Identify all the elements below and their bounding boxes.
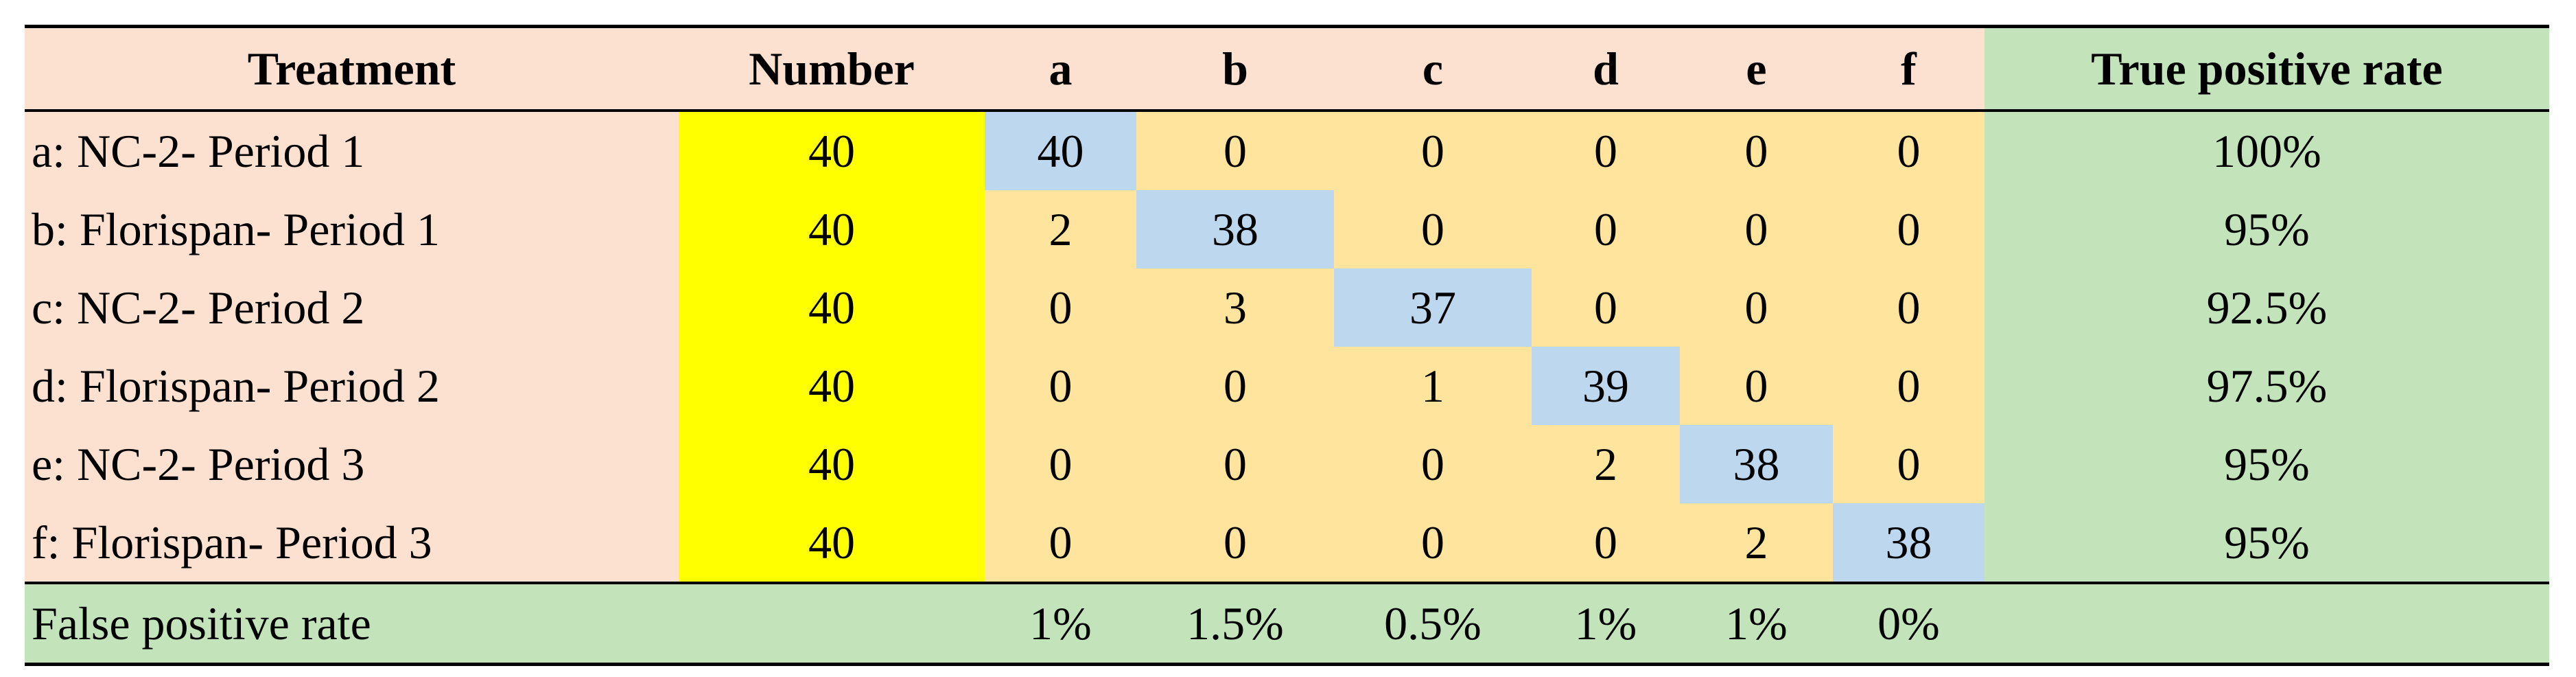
header-cell: a bbox=[985, 25, 1136, 112]
count-cell: 0 bbox=[985, 503, 1136, 583]
treatment-cell: c: NC-2- Period 2 bbox=[25, 268, 679, 347]
table-row: a: NC-2- Period 1 40 40 0 0 0 0 0 100% bbox=[25, 111, 2549, 190]
count-cell: 2 bbox=[1680, 503, 1833, 583]
count-cell: 38 bbox=[1136, 190, 1334, 268]
fpr-cell: 1% bbox=[985, 582, 1136, 666]
treatment-cell: a: NC-2- Period 1 bbox=[25, 111, 679, 190]
count-cell: 0 bbox=[985, 347, 1136, 425]
count-cell: 2 bbox=[1532, 425, 1680, 503]
count-cell: 39 bbox=[1532, 347, 1680, 425]
fpr-cell: 0.5% bbox=[1334, 582, 1532, 666]
count-cell: 0 bbox=[1833, 347, 1984, 425]
header-cell: Treatment bbox=[25, 25, 679, 112]
count-cell: 40 bbox=[985, 111, 1136, 190]
number-cell: 40 bbox=[679, 111, 985, 190]
header-cell: Number bbox=[679, 25, 985, 112]
count-cell: 37 bbox=[1334, 268, 1532, 347]
count-cell: 1 bbox=[1334, 347, 1532, 425]
count-cell: 0 bbox=[1532, 190, 1680, 268]
count-cell: 0 bbox=[1136, 425, 1334, 503]
treatment-cell: d: Florispan- Period 2 bbox=[25, 347, 679, 425]
treatment-cell: f: Florispan- Period 3 bbox=[25, 503, 679, 583]
tpr-cell: 95% bbox=[1984, 425, 2549, 503]
header-cell: b bbox=[1136, 25, 1334, 112]
count-cell: 0 bbox=[1680, 268, 1833, 347]
number-cell: 40 bbox=[679, 425, 985, 503]
table-row: e: NC-2- Period 3 40 0 0 0 2 38 0 95% bbox=[25, 425, 2549, 503]
header-cell: e bbox=[1680, 25, 1833, 112]
count-cell: 0 bbox=[1334, 190, 1532, 268]
tpr-cell: 95% bbox=[1984, 503, 2549, 583]
count-cell: 0 bbox=[1833, 111, 1984, 190]
footer-row: False positive rate 1% 1.5% 0.5% 1% 1% 0% bbox=[25, 582, 2549, 666]
fpr-cell: 1% bbox=[1532, 582, 1680, 666]
count-cell: 0 bbox=[1833, 268, 1984, 347]
count-cell: 0 bbox=[1334, 111, 1532, 190]
number-cell: 40 bbox=[679, 190, 985, 268]
footer-empty bbox=[1984, 582, 2549, 666]
number-cell: 40 bbox=[679, 347, 985, 425]
count-cell: 0 bbox=[1334, 503, 1532, 583]
count-cell: 0 bbox=[1136, 347, 1334, 425]
count-cell: 0 bbox=[1680, 111, 1833, 190]
count-cell: 0 bbox=[1136, 111, 1334, 190]
count-cell: 0 bbox=[1532, 268, 1680, 347]
count-cell: 2 bbox=[985, 190, 1136, 268]
number-cell: 40 bbox=[679, 503, 985, 583]
count-cell: 0 bbox=[985, 268, 1136, 347]
count-cell: 0 bbox=[1833, 190, 1984, 268]
header-row: Treatment Number a b c d e f True positive rate bbox=[25, 25, 2549, 112]
table-body: a: NC-2- Period 1 40 40 0 0 0 0 0 100% b: Florisp… bbox=[25, 111, 2549, 666]
count-cell: 0 bbox=[1532, 503, 1680, 583]
tpr-cell: 95% bbox=[1984, 190, 2549, 268]
table-row: b: Florispan- Period 1 40 2 38 0 0 0 0 95% bbox=[25, 190, 2549, 268]
count-cell: 3 bbox=[1136, 268, 1334, 347]
count-cell: 38 bbox=[1833, 503, 1984, 583]
fpr-cell: 0% bbox=[1833, 582, 1984, 666]
count-cell: 0 bbox=[1334, 425, 1532, 503]
count-cell: 0 bbox=[1833, 425, 1984, 503]
number-cell: 40 bbox=[679, 268, 985, 347]
count-cell: 0 bbox=[1532, 111, 1680, 190]
header-cell: True positive rate bbox=[1984, 25, 2549, 112]
count-cell: 0 bbox=[1680, 190, 1833, 268]
tpr-cell: 100% bbox=[1984, 111, 2549, 190]
header-cell: c bbox=[1334, 25, 1532, 112]
table-row: c: NC-2- Period 2 40 0 3 37 0 0 0 92.5% bbox=[25, 268, 2549, 347]
tpr-cell: 97.5% bbox=[1984, 347, 2549, 425]
footer-label: False positive rate bbox=[25, 582, 985, 666]
treatment-cell: b: Florispan- Period 1 bbox=[25, 190, 679, 268]
tpr-cell: 92.5% bbox=[1984, 268, 2549, 347]
fpr-cell: 1.5% bbox=[1136, 582, 1334, 666]
confusion-table: Treatment Number a b c d e f True positive rate … bbox=[25, 25, 2549, 666]
count-cell: 0 bbox=[1680, 347, 1833, 425]
fpr-cell: 1% bbox=[1680, 582, 1833, 666]
count-cell: 38 bbox=[1680, 425, 1833, 503]
treatment-cell: e: NC-2- Period 3 bbox=[25, 425, 679, 503]
table-row: d: Florispan- Period 2 40 0 0 1 39 0 0 97.5% bbox=[25, 347, 2549, 425]
count-cell: 0 bbox=[1136, 503, 1334, 583]
header-cell: d bbox=[1532, 25, 1680, 112]
count-cell: 0 bbox=[985, 425, 1136, 503]
header-cell: f bbox=[1833, 25, 1984, 112]
table-row: f: Florispan- Period 3 40 0 0 0 0 2 38 95% bbox=[25, 503, 2549, 583]
